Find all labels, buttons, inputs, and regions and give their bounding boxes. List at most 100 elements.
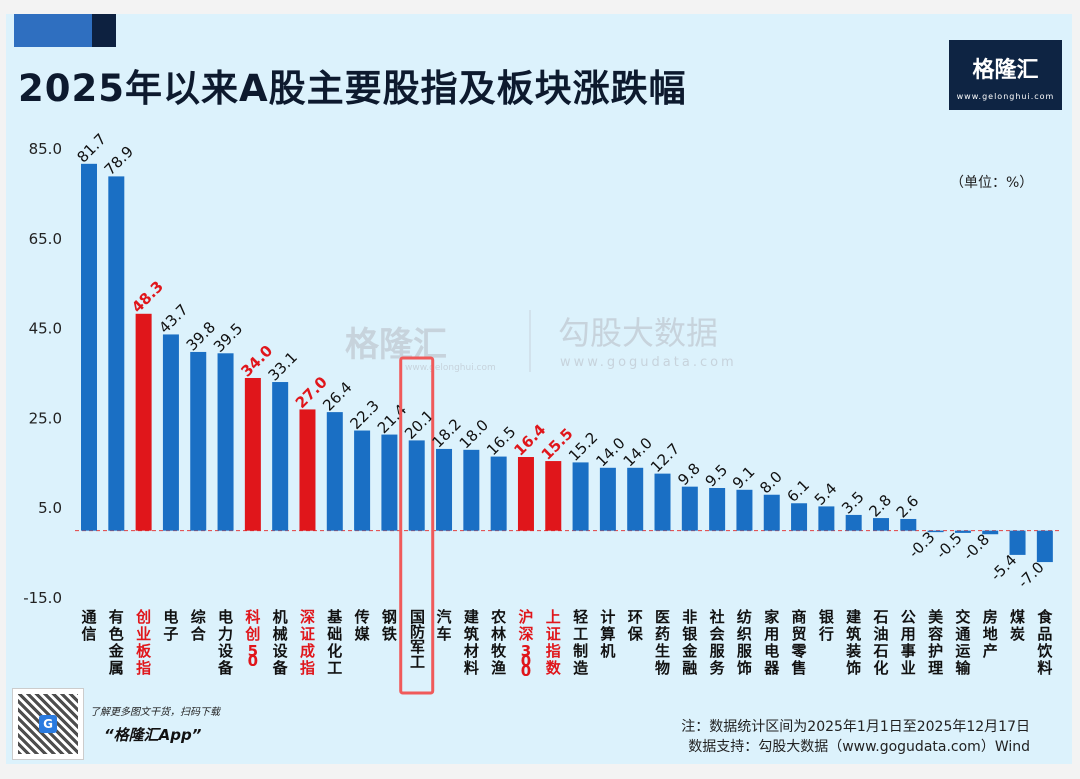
bar-电力设备 [217,353,234,531]
app-name: “格隆汇App” [104,726,202,744]
x-tick-label: 纺织服饰 [737,608,753,677]
bar-农林牧渔 [490,456,507,531]
data-label: 39.8 [183,318,219,354]
data-label: 81.7 [73,130,109,166]
x-tick-label: 非银金融 [681,608,698,677]
data-label: 9.8 [674,460,704,490]
bar-机械设备 [272,382,289,531]
data-label: 2.6 [893,492,923,522]
data-label: 43.7 [155,301,191,337]
x-tick-label: 房地产 [983,608,998,660]
bar-环保 [627,467,644,531]
bar-轻工制造 [572,462,589,531]
y-tick-label: 45.0 [29,320,62,338]
x-tick-label: 计算机 [600,608,615,660]
highlighted-category-label: 国防军工 [408,609,426,669]
bar-通信 [81,163,97,531]
date-range-note: 注：数据统计区间为2025年1月1日至2025年12月17日 [681,719,1030,735]
x-tick-label: 钢铁 [382,608,397,643]
x-tick-label: 社会服务 [709,608,726,677]
x-tick-label: 石油石化 [872,608,888,677]
bar-基础化工 [326,412,343,531]
x-tick-label: 上证指数 [546,608,562,677]
y-tick-label: 85.0 [29,140,62,158]
gelonghui-logo: 格隆汇 www.gelonghui.com [949,40,1062,110]
bar-钢铁 [381,434,398,531]
bar-社会服务 [709,487,726,531]
x-tick-label: 汽车 [437,608,452,643]
x-tick-label: 沪深 3 0 0 [518,608,533,680]
bar-建筑材料 [463,449,480,531]
bar-交通运输 [954,530,971,533]
bar-深证成指 [299,409,316,531]
x-tick-label: 医药生物 [655,608,670,677]
bar-传媒 [354,430,371,531]
data-label: 2.8 [865,491,895,521]
logo-url: www.gelonghui.com [956,92,1055,101]
data-label: -0.8 [960,530,993,563]
bar-电子 [162,334,179,531]
data-label: 3.5 [838,488,868,518]
chart-title: 2025年以来A股主要股指及板块涨跌幅 [18,67,687,110]
data-label: 39.5 [210,319,246,355]
bar-石油石化 [872,518,889,531]
x-tick-label: 创业板指 [135,608,152,677]
x-tick-label: 农林牧渔 [490,608,507,677]
bar-非银金融 [681,486,698,531]
x-tick-label: 公用事业 [901,608,916,677]
bar-煤炭 [1009,530,1026,555]
bar-食品饮料 [1036,530,1053,563]
y-tick-label: 65.0 [29,230,62,248]
bar-建筑装饰 [845,514,862,531]
bar-美容护理 [927,530,944,533]
data-label: 48.3 [128,277,167,316]
chart-card [6,14,1072,764]
unit-label: （单位：%） [950,175,1034,191]
header-accent-bar [14,14,92,47]
x-tick-label: 机械设备 [272,608,289,677]
bar-家用电器 [763,494,780,531]
bar-有色金属 [108,176,125,531]
x-tick-label: 家用电器 [763,608,780,677]
promo-text: 了解更多图文干货，扫码下载 [90,707,220,718]
x-tick-label: 美容护理 [927,608,944,677]
bar-国防军工 [408,440,425,531]
bar-汽车 [436,448,453,531]
x-tick-label: 银行 [818,608,835,643]
bar-上证指数 [545,461,562,531]
watermark-gelonghui-url: www.gelonghui.com [405,363,496,373]
y-tick-label: -15.0 [23,589,62,607]
x-tick-label: 建筑装饰 [845,608,862,677]
bar-纺织服饰 [736,489,753,531]
bar-银行 [818,506,835,531]
bar-商贸零售 [791,503,808,531]
bar-计算机 [599,467,616,531]
x-tick-label: 基础化工 [326,608,343,677]
x-tick-label: 交通运输 [955,608,971,677]
x-tick-label: 综合 [190,608,207,643]
logo-name: 格隆汇 [972,58,1039,83]
bar-创业板指 [135,313,152,531]
qr-code[interactable]: G [12,688,84,760]
x-tick-label: 商贸零售 [791,608,808,677]
x-tick-label: 有色金属 [108,608,125,677]
watermark-gogudata: 勾股大数据 [558,314,718,352]
x-tick-label: 轻工制造 [573,608,588,677]
data-label: 78.9 [101,143,137,179]
x-tick-label: 食品饮料 [1036,608,1053,677]
x-tick-label: 建筑材料 [463,608,480,677]
x-tick-label: 科创 5 0 [244,608,260,670]
g-logo-icon: G [39,715,57,733]
x-tick-label: 环保 [627,608,644,643]
highlight-box [399,356,435,695]
bar-沪深300 [517,457,534,531]
header-accent-block [92,14,116,47]
data-label: -0.5 [932,529,965,562]
x-tick-label: 煤炭 [1010,608,1025,643]
data-label: 5.4 [811,479,841,509]
x-tick-label: 深证成指 [300,608,315,677]
data-label: 9.5 [702,461,732,491]
bar-房地产 [982,530,999,535]
y-tick-label: 25.0 [29,409,62,427]
